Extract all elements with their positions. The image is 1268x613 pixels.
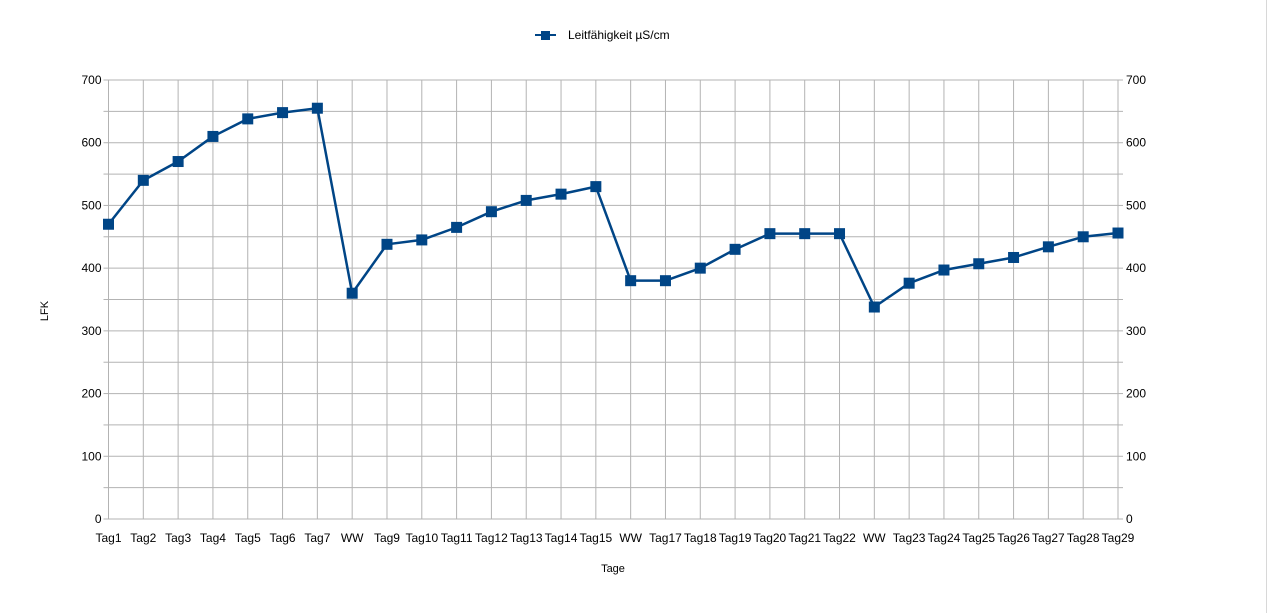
x-tick-label: Tag4 — [200, 531, 226, 545]
series-line — [107, 106, 1119, 309]
data-point — [555, 188, 567, 200]
data-point — [1077, 231, 1089, 243]
data-point — [799, 228, 811, 240]
data-point — [868, 301, 880, 313]
data-point — [903, 277, 915, 289]
x-tick-label: Tag11 — [441, 531, 473, 545]
data-point — [659, 275, 671, 287]
y-axis-left-ticks: 0 100 200 300 400 500 600 700 — [81, 73, 101, 526]
x-tick-label: Tag5 — [235, 531, 261, 545]
data-point — [346, 287, 358, 299]
y-axis-title: LFK — [39, 300, 51, 321]
y-tick-label-left: 700 — [81, 73, 101, 87]
y-tick-label-left: 300 — [81, 324, 101, 338]
x-tick-label: Tag23 — [893, 531, 926, 545]
window-edge-divider — [1266, 0, 1267, 613]
x-tick-label: Tag24 — [928, 531, 961, 545]
data-point — [451, 221, 463, 233]
y-tick-label-left: 0 — [95, 512, 102, 526]
grid — [108, 79, 1119, 520]
y-tick-label-right: 0 — [1126, 512, 1133, 526]
x-axis-ticks: Tag1 Tag2 Tag3 Tag4 Tag5 Tag6 Tag7 WW Tag9 Tag10 T… — [95, 531, 1134, 545]
x-tick-label: Tag3 — [165, 531, 191, 545]
data-point — [207, 130, 219, 142]
data-point — [834, 228, 846, 240]
series — [103, 102, 1124, 313]
x-tick-label: Tag18 — [684, 531, 717, 545]
data-point — [1008, 251, 1020, 263]
x-tick-label: Tag21 — [788, 531, 821, 545]
x-tick-label: Tag12 — [475, 531, 508, 545]
data-point — [137, 174, 149, 186]
y-tick-label-left: 200 — [81, 387, 101, 401]
x-tick-label: Tag14 — [545, 531, 578, 545]
x-tick-label: Tag22 — [823, 531, 856, 545]
legend: Leitfähigkeit µS/cm — [535, 28, 670, 42]
data-point — [103, 218, 114, 230]
y-axis-right-ticks: 0 100 200 300 400 500 600 700 — [1126, 73, 1146, 526]
data-point — [764, 228, 776, 240]
legend-entry: Leitfähigkeit µS/cm — [568, 28, 670, 42]
y-tick-label-right: 300 — [1126, 324, 1146, 338]
data-point — [485, 206, 497, 218]
data-point — [311, 102, 323, 114]
y-tick-label-left: 600 — [81, 136, 101, 150]
y-tick-label-right: 700 — [1126, 73, 1146, 87]
x-tick-label: Tag2 — [130, 531, 156, 545]
data-point — [973, 258, 985, 270]
data-point — [381, 238, 393, 250]
y-tick-label-left: 500 — [81, 198, 101, 212]
data-point — [1112, 227, 1124, 239]
x-tick-label: Tag6 — [270, 531, 296, 545]
x-tick-label: Tag20 — [754, 531, 787, 545]
x-axis-title: Tage — [601, 563, 625, 575]
x-tick-label: Tag27 — [1032, 531, 1065, 545]
y-tick-label-right: 600 — [1126, 136, 1146, 150]
data-point — [694, 262, 706, 274]
x-tick-label: WW — [341, 531, 364, 545]
y-tick-label-left: 400 — [81, 261, 101, 275]
x-tick-label: Tag1 — [95, 531, 121, 545]
legend-marker-swatch — [541, 31, 550, 40]
x-tick-label: Tag17 — [649, 531, 682, 545]
x-tick-label: Tag7 — [304, 531, 330, 545]
data-point — [625, 275, 637, 287]
y-tick-label-right: 400 — [1126, 261, 1146, 275]
x-tick-label: Tag9 — [374, 531, 400, 545]
x-tick-label: Tag29 — [1102, 531, 1135, 545]
data-point — [590, 181, 602, 193]
x-tick-label: Tag26 — [997, 531, 1030, 545]
y-tick-label-left: 100 — [81, 449, 101, 463]
data-point — [1042, 241, 1054, 253]
data-point — [938, 264, 950, 276]
y-tick-label-right: 200 — [1126, 387, 1146, 401]
x-tick-label: Tag10 — [405, 531, 438, 545]
y-tick-label-right: 500 — [1126, 198, 1146, 212]
y-tick-label-right: 100 — [1126, 449, 1146, 463]
x-tick-label: Tag15 — [579, 531, 612, 545]
data-point — [520, 194, 532, 206]
x-tick-label: WW — [863, 531, 886, 545]
x-tick-label: Tag28 — [1067, 531, 1100, 545]
data-point — [729, 243, 741, 255]
x-tick-label: WW — [619, 531, 642, 545]
data-point — [172, 156, 184, 168]
x-tick-label: Tag13 — [510, 531, 543, 545]
data-point — [277, 107, 289, 119]
x-tick-label: Tag25 — [962, 531, 995, 545]
data-point — [416, 234, 428, 246]
x-tick-label: Tag19 — [719, 531, 752, 545]
axes — [103, 79, 1123, 520]
data-point — [242, 113, 254, 125]
